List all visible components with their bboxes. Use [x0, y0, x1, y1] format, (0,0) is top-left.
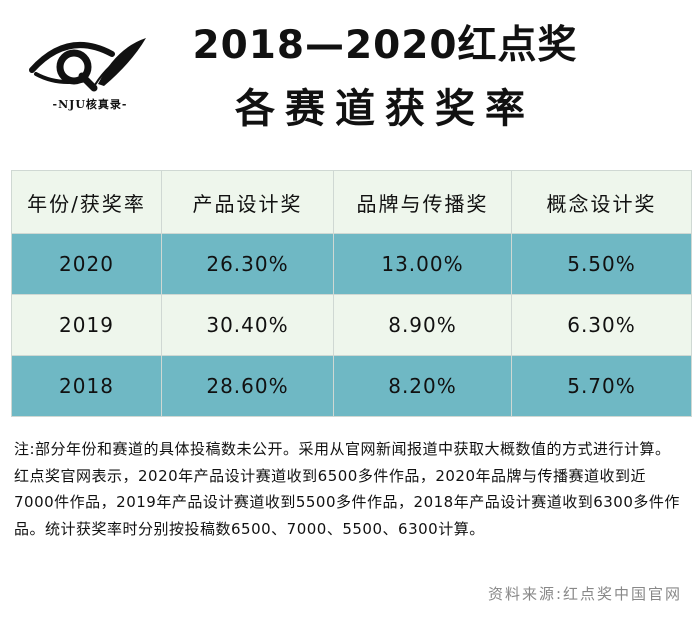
logo-caption: -NJU核真录-: [52, 98, 128, 111]
cell-brand-communication: 13.00%: [333, 233, 512, 295]
cell-design-concept: 5.50%: [511, 233, 692, 295]
header-year: 年份/获奖率: [11, 170, 162, 234]
table-header-row: 年份/获奖率 产品设计奖 品牌与传播奖 概念设计奖: [11, 170, 692, 234]
cell-product-design: 30.40%: [161, 294, 334, 356]
table-row: 2018 28.60% 8.20% 5.70%: [11, 355, 692, 417]
nju-logo: -NJU核真录-: [28, 32, 152, 122]
cell-design-concept: 6.30%: [511, 294, 692, 356]
table-row: 2020 26.30% 13.00% 5.50%: [11, 233, 692, 295]
row-year: 2018: [11, 355, 162, 417]
table-row: 2019 30.40% 8.90% 6.30%: [11, 294, 692, 356]
title-line-2: 各赛道获奖率: [235, 86, 535, 132]
source-credit: 资料来源:红点奖中国官网: [487, 585, 682, 603]
row-year: 2019: [11, 294, 162, 356]
award-rate-table: 年份/获奖率 产品设计奖 品牌与传播奖 概念设计奖 2020 26.30% 13…: [11, 170, 692, 417]
footnote: 注:部分年份和赛道的具体投稿数未公开。采用从官网新闻报道中获取大概数值的方式进行…: [14, 440, 680, 538]
chart-title: 2018—2020红点奖 各赛道获奖率: [185, 18, 585, 140]
cell-design-concept: 5.70%: [511, 355, 692, 417]
title-line-1: 2018—2020红点奖: [192, 23, 578, 68]
cell-product-design: 28.60%: [161, 355, 334, 417]
header-brand-communication: 品牌与传播奖: [333, 170, 512, 234]
cell-product-design: 26.30%: [161, 233, 334, 295]
cell-brand-communication: 8.90%: [333, 294, 512, 356]
eye-quill-icon: [29, 38, 146, 92]
row-year: 2020: [11, 233, 162, 295]
header-product-design: 产品设计奖: [161, 170, 334, 234]
header-design-concept: 概念设计奖: [511, 170, 692, 234]
cell-brand-communication: 8.20%: [333, 355, 512, 417]
